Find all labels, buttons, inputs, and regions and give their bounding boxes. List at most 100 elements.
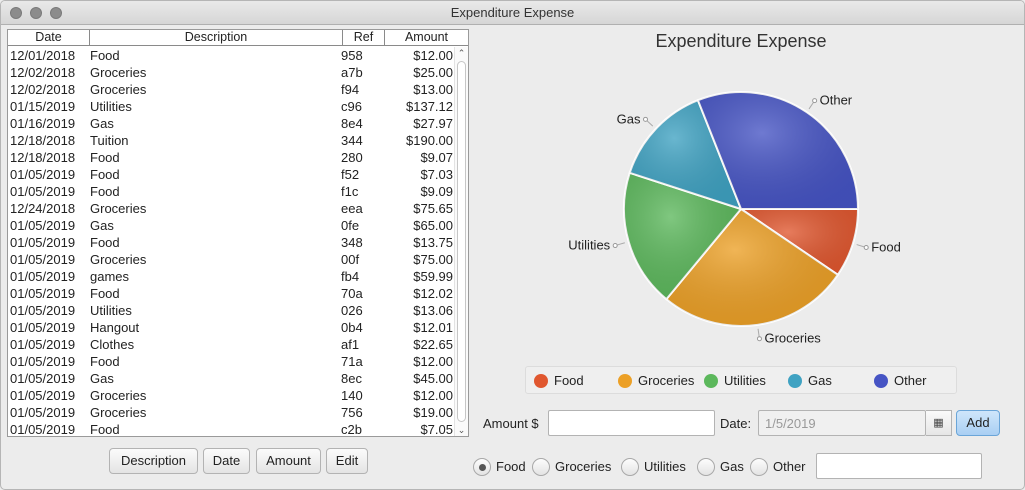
table-row[interactable]: 01/05/2019 Food f52 $7.03 xyxy=(8,166,455,183)
cell-date: 01/05/2019 xyxy=(10,184,76,199)
cell-description: Utilities xyxy=(90,303,132,318)
table-row[interactable]: 01/05/2019 Groceries 00f $75.00 xyxy=(8,251,455,268)
cell-description: Food xyxy=(90,422,120,436)
cell-description: Groceries xyxy=(90,405,147,420)
radio-button[interactable] xyxy=(621,458,639,476)
cell-amount: $13.06 xyxy=(413,303,453,318)
column-header-amount[interactable]: Amount xyxy=(404,30,449,44)
table-row[interactable]: 01/05/2019 Utilities 026 $13.06 xyxy=(8,302,455,319)
pie-slice-shading xyxy=(697,92,858,209)
cell-description: Utilities xyxy=(90,99,132,114)
table-row[interactable]: 01/05/2019 games fb4 $59.99 xyxy=(8,268,455,285)
cell-description: Groceries xyxy=(90,388,147,403)
cell-date: 12/18/2018 xyxy=(10,133,76,148)
table-row[interactable]: 01/05/2019 Food c2b $7.05 xyxy=(8,421,455,436)
column-header-description[interactable]: Description xyxy=(90,30,343,46)
add-button[interactable]: Add xyxy=(956,410,1000,436)
cell-description: Gas xyxy=(90,116,114,131)
chart-title: Expenditure Expense xyxy=(655,31,827,51)
legend-label: Utilities xyxy=(724,373,766,388)
table-row[interactable]: 12/01/2018 Food 958 $12.00 xyxy=(8,47,455,64)
table-row[interactable]: 12/18/2018 Tuition 344 $190.00 xyxy=(8,132,455,149)
cell-date: 12/01/2018 xyxy=(10,48,76,63)
sort-description-button[interactable]: Description xyxy=(109,448,198,474)
title-bar: Expenditure Expense xyxy=(1,1,1024,25)
table-row[interactable]: 01/05/2019 Gas 0fe $65.00 xyxy=(8,217,455,234)
cell-ref: 00f xyxy=(341,252,360,267)
scrollbar-thumb[interactable] xyxy=(457,61,466,422)
other-category-input[interactable] xyxy=(816,453,982,479)
table-row[interactable]: 12/24/2018 Groceries eea $75.65 xyxy=(8,200,455,217)
pie-slice-label: Food xyxy=(871,240,901,255)
cell-ref: f1c xyxy=(341,184,359,199)
minimize-window-button[interactable] xyxy=(30,7,42,19)
sort-date-button[interactable]: Date xyxy=(203,448,250,474)
cell-amount: $190.00 xyxy=(406,133,453,148)
edit-button[interactable]: Edit xyxy=(326,448,368,474)
close-window-button[interactable] xyxy=(10,7,22,19)
cell-ref: f94 xyxy=(341,82,360,97)
table-row[interactable]: 01/05/2019 Gas 8ec $45.00 xyxy=(8,370,455,387)
table-scrollbar[interactable]: ⌃ ⌄ xyxy=(454,47,468,436)
table-row[interactable]: 12/02/2018 Groceries a7b $25.00 xyxy=(8,64,455,81)
table-row[interactable]: 01/05/2019 Hangout 0b4 $12.01 xyxy=(8,319,455,336)
cell-description: Clothes xyxy=(90,337,135,352)
cell-ref: 958 xyxy=(341,48,363,63)
radio-button[interactable] xyxy=(697,458,715,476)
radio-button[interactable] xyxy=(473,458,491,476)
cell-date: 01/05/2019 xyxy=(10,422,76,436)
pie-label-dot xyxy=(863,245,869,251)
pie-slice-label: Utilities xyxy=(568,238,610,253)
cell-amount: $25.00 xyxy=(413,65,453,80)
cell-date: 01/15/2019 xyxy=(10,99,76,114)
table-row[interactable]: 01/05/2019 Groceries 756 $19.00 xyxy=(8,404,455,421)
pie-label-dot xyxy=(812,98,818,104)
table-row[interactable]: 01/05/2019 Food 71a $12.00 xyxy=(8,353,455,370)
radio-button[interactable] xyxy=(750,458,768,476)
cell-date: 01/05/2019 xyxy=(10,388,76,403)
cell-description: Food xyxy=(90,150,120,165)
table-row[interactable]: 01/16/2019 Gas 8e4 $27.97 xyxy=(8,115,455,132)
table-row[interactable]: 12/18/2018 Food 280 $9.07 xyxy=(8,149,455,166)
legend-label: Gas xyxy=(808,373,832,388)
cell-amount: $12.01 xyxy=(413,320,453,335)
expense-table[interactable]: Date Description Ref Amount 12/01/2018 Fo… xyxy=(7,29,469,437)
cell-description: Tuition xyxy=(90,133,129,148)
legend-swatch xyxy=(704,374,718,388)
table-body: 12/01/2018 Food 958 $12.00 12/02/2018 Groceri… xyxy=(8,47,455,436)
scroll-down-icon[interactable]: ⌄ xyxy=(457,425,466,435)
cell-date: 01/05/2019 xyxy=(10,269,76,284)
table-row[interactable]: 01/05/2019 Food 70a $12.02 xyxy=(8,285,455,302)
cell-ref: eea xyxy=(341,201,363,216)
date-input[interactable] xyxy=(758,410,926,436)
cell-amount: $9.09 xyxy=(420,184,453,199)
cell-description: Food xyxy=(90,184,120,199)
cell-date: 01/05/2019 xyxy=(10,354,76,369)
table-row[interactable]: 12/02/2018 Groceries f94 $13.00 xyxy=(8,81,455,98)
calendar-icon[interactable]: ▦ xyxy=(926,410,952,436)
cell-amount: $9.07 xyxy=(420,150,453,165)
column-header-date[interactable]: Date xyxy=(8,30,90,46)
cell-date: 01/05/2019 xyxy=(10,235,76,250)
cell-amount: $12.00 xyxy=(413,48,453,63)
column-header-ref[interactable]: Ref xyxy=(343,30,385,46)
cell-ref: 756 xyxy=(341,405,363,420)
sort-amount-button[interactable]: Amount xyxy=(256,448,321,474)
radio-button[interactable] xyxy=(532,458,550,476)
radio-label: Utilities xyxy=(644,459,686,474)
zoom-window-button[interactable] xyxy=(50,7,62,19)
cell-amount: $137.12 xyxy=(406,99,453,114)
table-row[interactable]: 01/05/2019 Clothes af1 $22.65 xyxy=(8,336,455,353)
table-row[interactable]: 01/05/2019 Food 348 $13.75 xyxy=(8,234,455,251)
table-row[interactable]: 01/15/2019 Utilities c96 $137.12 xyxy=(8,98,455,115)
table-row[interactable]: 01/05/2019 Food f1c $9.09 xyxy=(8,183,455,200)
table-row[interactable]: 01/05/2019 Groceries 140 $12.00 xyxy=(8,387,455,404)
cell-amount: $12.02 xyxy=(413,286,453,301)
legend-swatch xyxy=(874,374,888,388)
scroll-up-icon[interactable]: ⌃ xyxy=(457,48,466,58)
amount-input[interactable] xyxy=(548,410,715,436)
cell-date: 12/02/2018 xyxy=(10,82,76,97)
cell-amount: $27.97 xyxy=(413,116,453,131)
cell-description: Groceries xyxy=(90,252,147,267)
cell-ref: 348 xyxy=(341,235,363,250)
